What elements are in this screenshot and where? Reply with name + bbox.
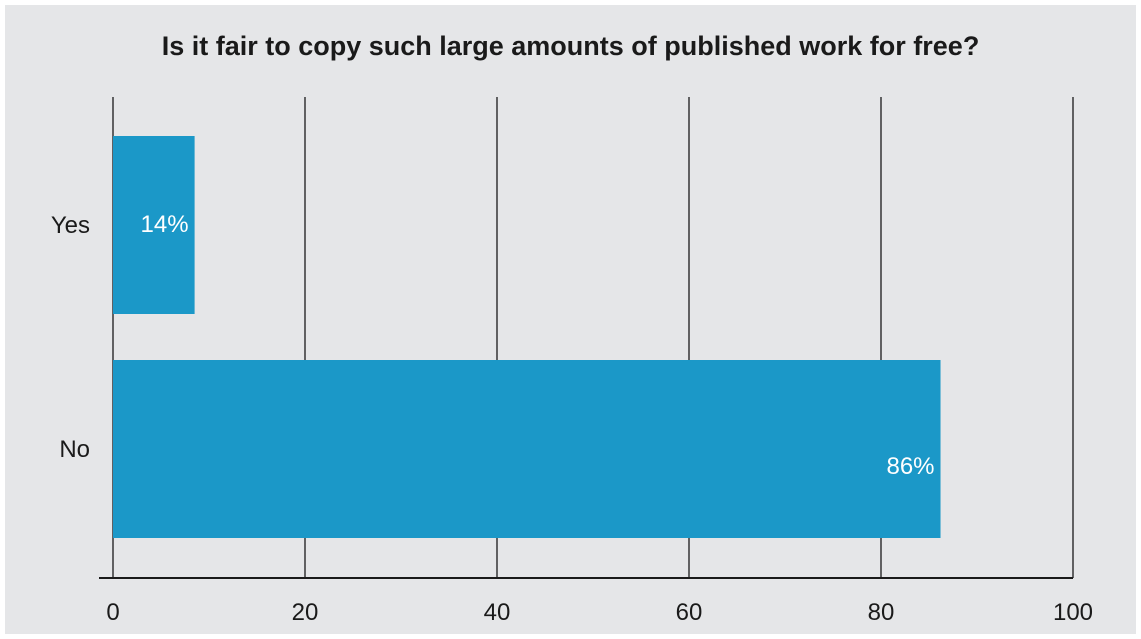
x-tick-label: 0: [106, 599, 119, 626]
x-tick-label: 80: [868, 599, 895, 626]
bar-yes: [113, 136, 195, 314]
x-tick-label: 60: [676, 599, 703, 626]
data-label-no: 86%: [886, 453, 934, 480]
category-label-yes: Yes: [51, 212, 90, 239]
x-tick-label: 40: [484, 599, 511, 626]
bar-no: [113, 360, 941, 538]
data-label-yes: 14%: [141, 211, 189, 238]
x-tick-label: 20: [292, 599, 319, 626]
x-tick-label: 100: [1053, 599, 1093, 626]
chart-title: Is it fair to copy such large amounts of…: [161, 31, 980, 61]
category-label-no: No: [59, 436, 90, 463]
